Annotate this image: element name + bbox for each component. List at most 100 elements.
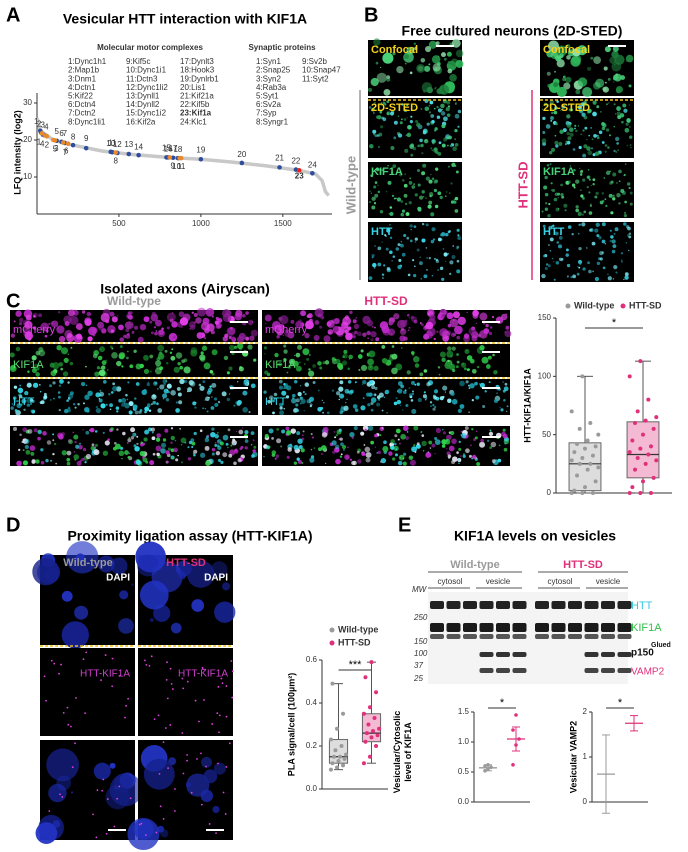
legend-label: Wild-type [574, 300, 614, 310]
signal-spot [62, 371, 69, 377]
signal-spot [586, 185, 589, 189]
signal-spot [412, 392, 415, 395]
signal-spot [114, 441, 117, 445]
signal-spot [409, 224, 413, 228]
data-point [654, 415, 659, 420]
signal-spot [373, 133, 376, 136]
signal-spot [369, 190, 371, 192]
signal-spot [40, 322, 49, 332]
signal-spot [593, 133, 598, 138]
signal-spot [605, 170, 611, 176]
signal-spot [588, 269, 592, 274]
signal-spot [613, 149, 616, 152]
signal-spot [424, 45, 432, 53]
micrograph [10, 344, 258, 377]
signal-spot [81, 457, 85, 462]
signal-spot [156, 357, 161, 362]
signal-spot [371, 325, 374, 328]
signal-spot [116, 428, 119, 431]
data-point [136, 152, 141, 158]
signal-spot [447, 346, 452, 351]
signal-spot [137, 336, 144, 343]
signal-spot [235, 430, 238, 433]
signal-spot [376, 46, 379, 49]
signal-spot [297, 344, 303, 350]
signal-spot [428, 200, 433, 205]
signal-spot [571, 232, 574, 236]
signal-spot [111, 316, 118, 323]
signal-spot [369, 365, 372, 368]
signal-spot [119, 345, 123, 349]
data-point [580, 491, 585, 495]
signal-spot [177, 454, 179, 457]
band [551, 623, 566, 632]
signal-spot [222, 452, 228, 458]
signal-spot [370, 338, 374, 342]
signal-spot [230, 660, 233, 662]
signal-spot [9, 365, 17, 372]
signal-spot [51, 320, 59, 328]
signal-spot [386, 411, 388, 414]
signal-spot [410, 380, 415, 385]
signal-spot [596, 234, 600, 238]
signal-spot [94, 443, 98, 447]
legend-entry: 14:Dynll2 [126, 100, 160, 109]
signal-spot [434, 452, 436, 455]
signal-spot [301, 461, 304, 464]
signal-spot [447, 359, 450, 363]
signal-spot [241, 427, 244, 429]
signal-spot [623, 278, 625, 281]
signal-spot [133, 349, 137, 353]
signal-spot [322, 426, 329, 433]
signal-spot [422, 89, 427, 93]
band [512, 601, 527, 609]
signal-spot [575, 129, 578, 133]
signal-spot [576, 272, 580, 276]
signal-spot [372, 129, 377, 134]
signal-spot [396, 197, 402, 202]
signal-spot [131, 330, 135, 334]
signal-spot [384, 234, 387, 237]
point-label: 11 [108, 138, 117, 147]
signal-spot [542, 116, 546, 121]
signal-spot [370, 408, 374, 412]
band [601, 652, 615, 657]
signal-spot [38, 313, 43, 318]
signal-spot [447, 454, 452, 458]
data-point [331, 754, 336, 759]
signal-spot [74, 406, 77, 409]
signal-spot [146, 382, 150, 387]
signal-spot [173, 810, 176, 812]
signal-spot [426, 327, 436, 337]
signal-spot [431, 177, 435, 181]
signal-spot [434, 439, 441, 445]
signal-spot [431, 275, 433, 277]
legend-entry: 6:Dctn4 [68, 100, 96, 109]
signal-spot [191, 599, 205, 612]
signal-spot [485, 323, 489, 328]
signal-spot [405, 134, 408, 136]
signal-spot [210, 561, 228, 578]
signal-spot [491, 459, 496, 463]
signal-spot [413, 183, 415, 185]
signal-spot [475, 457, 478, 459]
signal-spot [595, 222, 600, 227]
signal-spot [607, 276, 612, 281]
signal-spot [376, 167, 379, 171]
data-point [580, 374, 585, 379]
signal-spot [471, 428, 474, 431]
signal-spot [180, 437, 187, 444]
signal-spot [489, 326, 493, 329]
y-tick-label: 0.2 [306, 741, 318, 750]
signal-spot [371, 254, 375, 258]
signal-spot [101, 360, 107, 366]
signal-spot [565, 253, 569, 257]
signal-spot [210, 406, 215, 410]
signal-spot [356, 331, 362, 337]
channel-label: KIF1A [543, 166, 575, 178]
signal-spot [402, 425, 409, 432]
signal-spot [220, 460, 224, 465]
y-tick-label: 1 [583, 752, 588, 761]
signal-spot [584, 101, 587, 104]
signal-spot [74, 742, 76, 745]
